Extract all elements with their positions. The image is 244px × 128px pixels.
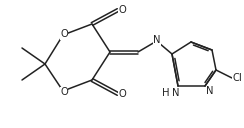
Text: N: N [172,88,180,98]
Text: O: O [118,89,126,99]
Text: O: O [60,29,68,39]
Text: N: N [153,35,161,45]
Text: N: N [206,86,214,96]
Text: O: O [60,87,68,97]
Text: H: H [162,88,170,98]
Text: O: O [118,5,126,15]
Text: Cl: Cl [232,73,242,83]
